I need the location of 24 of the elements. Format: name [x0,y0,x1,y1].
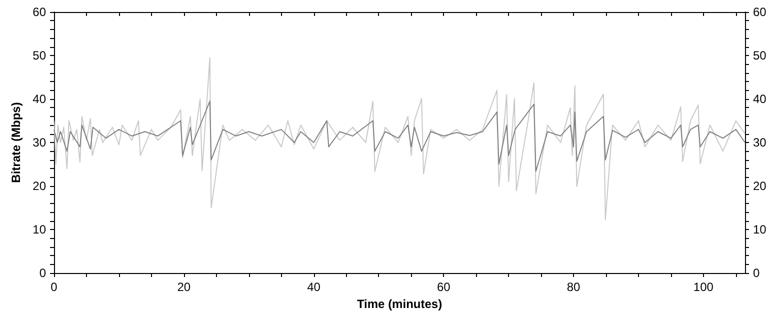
y-tick-label: 50 [32,48,46,62]
y2-tick-label: 30 [753,136,767,150]
y-tick-label: 30 [32,136,46,150]
x-tick-label: 20 [177,280,191,294]
x-tick-label: 0 [50,280,58,294]
y-tick-label: 20 [32,179,46,193]
y-tick-label: 40 [32,92,46,106]
y-axis-title: Bitrate (Mbps) [8,102,23,183]
y-tick-label: 60 [32,5,46,19]
y-tick-label: 0 [39,266,46,280]
x-axis-title: Time (minutes) [356,296,442,311]
line-series [54,100,746,172]
y2-tick-label: 60 [753,5,767,19]
y2-tick-label: 20 [753,179,767,193]
y-tick-label: 10 [32,222,46,236]
y2-tick-label: 40 [753,92,767,106]
y2-tick-label: 0 [753,266,760,280]
y2-tick-label: 10 [753,222,767,236]
x-tick-label: 80 [566,280,581,294]
x-tick-label: 60 [436,280,451,294]
x-tick-label: 100 [693,280,714,294]
x-tick-label: 40 [307,280,321,294]
line-series [54,57,746,220]
y2-tick-label: 50 [753,48,767,62]
